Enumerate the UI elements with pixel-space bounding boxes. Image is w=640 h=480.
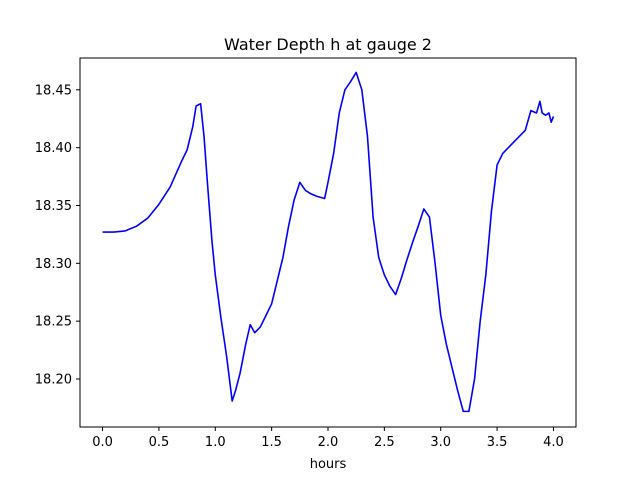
x-tick-label: 3.5 [487,435,508,450]
y-tick-label: 18.25 [35,315,72,330]
chart-title: Water Depth h at gauge 2 [224,35,432,54]
y-axis: 18.20 18.25 18.30 18.35 18.40 18.45 [35,83,80,387]
x-axis-label: hours [310,457,347,472]
x-tick-label: 2.0 [318,435,339,450]
x-tick-label: 1.5 [261,435,282,450]
y-tick-label: 18.20 [35,372,72,387]
series-line-0 [102,71,555,413]
x-tick-label: 1.0 [205,435,226,450]
x-tick-label: 0.5 [149,435,170,450]
y-tick-label: 18.30 [35,257,72,272]
y-tick-label: 18.35 [35,199,72,214]
x-tick-label: 3.0 [430,435,451,450]
y-tick-label: 18.40 [35,141,72,156]
y-tick-label: 18.45 [35,83,72,98]
x-axis: 0.0 0.5 1.0 1.5 2.0 2.5 3.0 3.5 4.0 [92,427,564,450]
x-tick-label: 2.5 [374,435,395,450]
x-tick-label: 4.0 [543,435,564,450]
x-tick-label: 0.0 [92,435,113,450]
plot-area [102,71,555,413]
